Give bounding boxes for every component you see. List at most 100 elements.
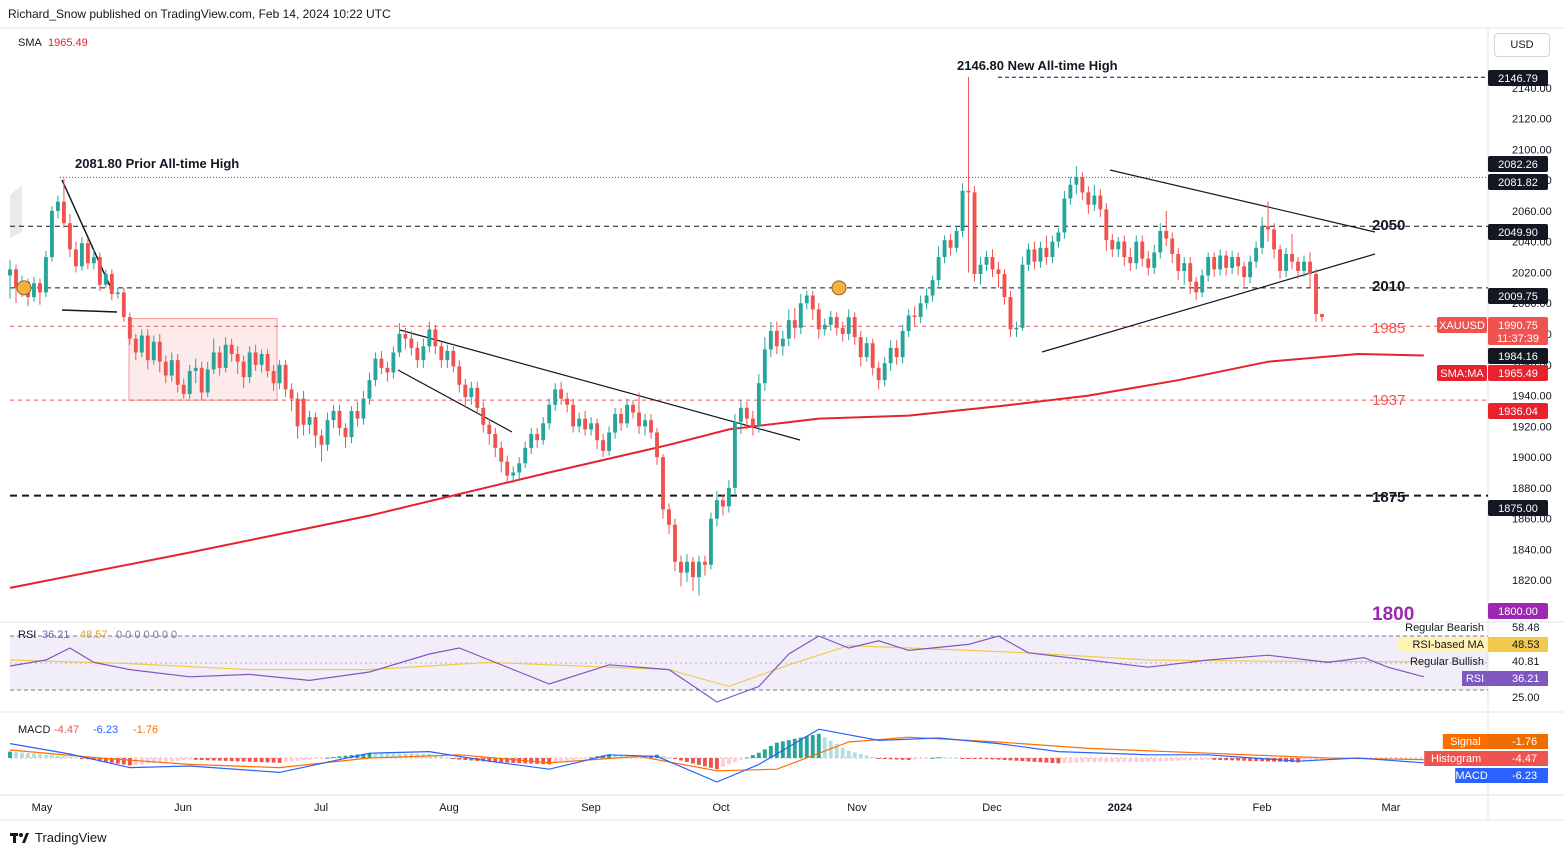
trendline bbox=[397, 369, 513, 433]
candle bbox=[14, 264, 18, 304]
tradingview-logo[interactable]: TradingView bbox=[10, 830, 107, 845]
breakout-marker bbox=[831, 280, 847, 296]
candle bbox=[673, 518, 677, 571]
candle-body bbox=[211, 352, 216, 370]
candle bbox=[271, 364, 276, 391]
macd-histogram-bar bbox=[487, 758, 492, 762]
macd-histogram-bar bbox=[894, 758, 899, 760]
macd-histogram-bar bbox=[667, 757, 671, 759]
candle bbox=[804, 290, 809, 310]
candle-body bbox=[888, 347, 893, 364]
candle-body bbox=[55, 201, 60, 211]
macd-histogram-bar bbox=[541, 758, 546, 765]
candle-body bbox=[523, 447, 528, 464]
macd-histogram-bar bbox=[295, 758, 300, 761]
macd-histogram-bar bbox=[792, 738, 797, 758]
candle-body bbox=[373, 358, 378, 381]
candle bbox=[1134, 235, 1139, 270]
candle-body bbox=[169, 360, 174, 376]
candle-body bbox=[882, 363, 887, 381]
candle-body bbox=[649, 420, 653, 433]
candle-body bbox=[8, 269, 12, 276]
candle bbox=[559, 381, 564, 405]
macd-histogram-bar bbox=[1170, 758, 1175, 762]
candle-body bbox=[403, 333, 408, 339]
macd-histogram-bar bbox=[1110, 758, 1115, 763]
candle bbox=[852, 312, 857, 345]
macd-histogram-bar bbox=[301, 758, 306, 761]
macd-histogram-bar bbox=[1254, 758, 1259, 762]
candle-body bbox=[343, 427, 348, 438]
candle-body bbox=[553, 389, 558, 405]
candle-body bbox=[73, 249, 78, 267]
macd-histogram-bar bbox=[846, 750, 851, 758]
candle-body bbox=[91, 257, 96, 264]
candle bbox=[247, 346, 252, 384]
macd-tag-bg bbox=[1424, 751, 1488, 766]
candle-body bbox=[1266, 226, 1271, 230]
candle-body bbox=[421, 346, 426, 361]
candle bbox=[816, 303, 821, 339]
macd-histogram-bar bbox=[756, 752, 761, 758]
candle-body bbox=[1320, 313, 1324, 318]
time-tick-label: Jun bbox=[174, 802, 192, 814]
macd-histogram-bar bbox=[32, 753, 36, 758]
candle bbox=[523, 441, 528, 468]
candle bbox=[762, 337, 767, 391]
candle-body bbox=[1284, 253, 1288, 271]
candle bbox=[38, 278, 42, 305]
candle bbox=[1020, 257, 1025, 331]
candle bbox=[1284, 247, 1288, 278]
candle bbox=[1320, 313, 1324, 322]
candle bbox=[870, 338, 875, 376]
candle bbox=[163, 355, 168, 384]
candle-body bbox=[852, 317, 857, 338]
macd-histogram-bar bbox=[990, 758, 995, 760]
candle bbox=[151, 335, 156, 365]
candle-body bbox=[193, 367, 198, 371]
price-label: 1990.75 bbox=[1498, 320, 1538, 332]
candle-body bbox=[1134, 241, 1139, 264]
macd-histogram-bar bbox=[1098, 758, 1103, 763]
candle-body bbox=[1068, 184, 1073, 199]
candle bbox=[49, 206, 54, 262]
macd-histogram-bar bbox=[1032, 758, 1037, 762]
currency-button[interactable]: USD bbox=[1494, 33, 1550, 57]
candle-body bbox=[894, 347, 899, 358]
candle-body bbox=[661, 457, 665, 510]
candle-body bbox=[1236, 257, 1241, 267]
candle bbox=[1182, 257, 1187, 285]
price-label: 2049.90 bbox=[1498, 227, 1538, 239]
macd-histogram-bar bbox=[109, 758, 114, 763]
candle bbox=[792, 307, 797, 339]
candle bbox=[936, 246, 941, 287]
macd-histogram-bar bbox=[403, 753, 408, 758]
macd-histogram-bar bbox=[247, 758, 252, 762]
candle-body bbox=[1278, 249, 1283, 271]
candle bbox=[253, 344, 258, 371]
candle bbox=[517, 457, 522, 479]
macd-histogram-bar bbox=[762, 749, 767, 758]
candle-body bbox=[1182, 263, 1187, 271]
macd-histogram-bar bbox=[930, 757, 935, 759]
macd-histogram-bar bbox=[834, 744, 839, 758]
candle-body bbox=[1080, 177, 1085, 193]
candle-body bbox=[930, 280, 935, 296]
price-label-bg bbox=[1488, 348, 1548, 364]
candle bbox=[133, 333, 138, 361]
candle-body bbox=[1176, 253, 1181, 271]
macd-histogram-bar bbox=[774, 742, 779, 758]
candle bbox=[583, 410, 588, 436]
candle-body bbox=[331, 410, 336, 421]
candle-body bbox=[295, 398, 300, 427]
macd-histogram-bar bbox=[547, 758, 552, 765]
trendline bbox=[61, 309, 118, 313]
macd-histogram-bar bbox=[163, 758, 168, 762]
macd-histogram-bar bbox=[151, 758, 156, 764]
candle bbox=[876, 361, 881, 390]
candle-body bbox=[936, 257, 941, 281]
candle-body bbox=[445, 350, 450, 361]
macd-histogram-bar bbox=[852, 752, 857, 758]
candle-body bbox=[1224, 255, 1229, 268]
